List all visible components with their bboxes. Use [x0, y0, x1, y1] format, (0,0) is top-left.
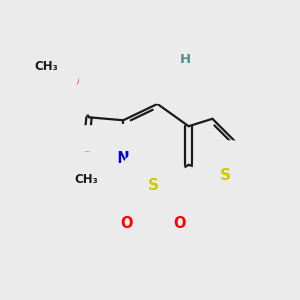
Text: S: S — [148, 178, 158, 193]
Text: S: S — [220, 168, 231, 183]
Text: CH₃: CH₃ — [34, 60, 58, 73]
Text: CH₃: CH₃ — [74, 172, 98, 186]
Text: O: O — [120, 216, 133, 231]
Text: H: H — [180, 53, 191, 66]
Text: O: O — [67, 74, 79, 89]
Text: O: O — [173, 216, 186, 231]
Text: O: O — [162, 63, 174, 78]
Text: N: N — [117, 152, 130, 166]
Text: O: O — [80, 152, 92, 166]
